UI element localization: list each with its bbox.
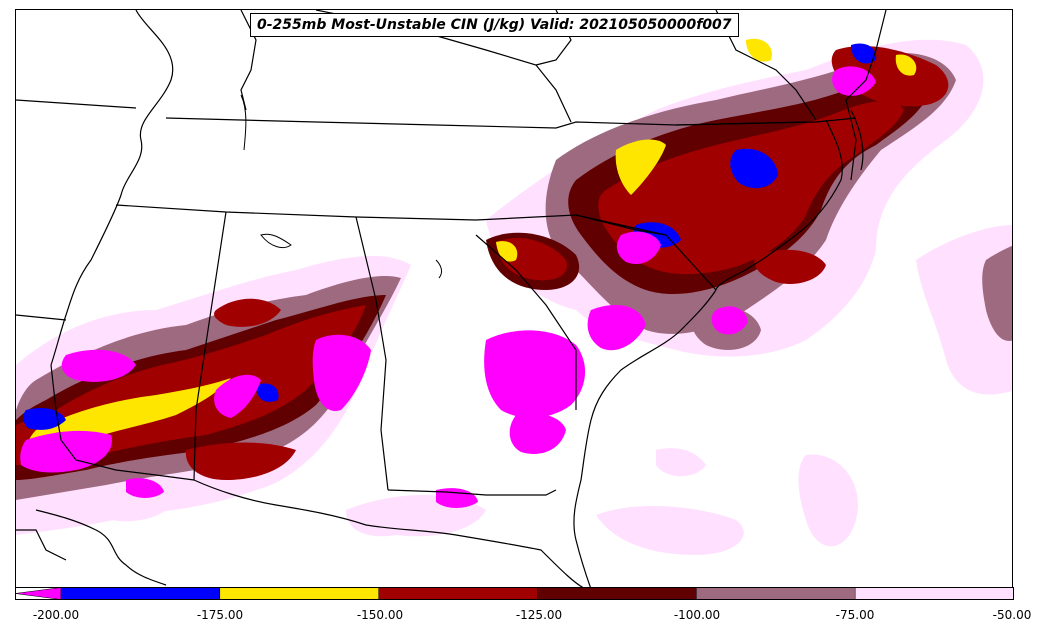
colorbar-outline [15, 587, 1014, 600]
colorbar-segment [219, 587, 380, 600]
lake-outlines [240, 94, 443, 279]
map-title: 0-255mb Most-Unstable CIN (J/kg) Valid: … [250, 13, 739, 37]
state-boundaries [16, 10, 887, 587]
colorbar-tick: -100.00 [673, 608, 721, 622]
colorbar-segment [378, 587, 539, 600]
colorbar-segment [15, 587, 62, 600]
colorbar-segment [60, 587, 221, 600]
colorbar-tick: -125.00 [515, 608, 563, 622]
colorbar [15, 587, 1014, 600]
colorbar-tick: -150.00 [356, 608, 404, 622]
colorbar-segment [854, 587, 1014, 600]
colorbar-segment [537, 587, 698, 600]
colorbar-tick: -50.00 [992, 608, 1032, 622]
cin-shading [16, 38, 1012, 555]
map-panel [15, 9, 1013, 588]
colorbar-tick: -200.00 [32, 608, 80, 622]
colorbar-tick: -175.00 [196, 608, 244, 622]
colorbar-segments [15, 587, 1014, 600]
colorbar-segment [696, 587, 856, 600]
cin-field-map [16, 10, 1012, 587]
colorbar-tick: -75.00 [835, 608, 875, 622]
